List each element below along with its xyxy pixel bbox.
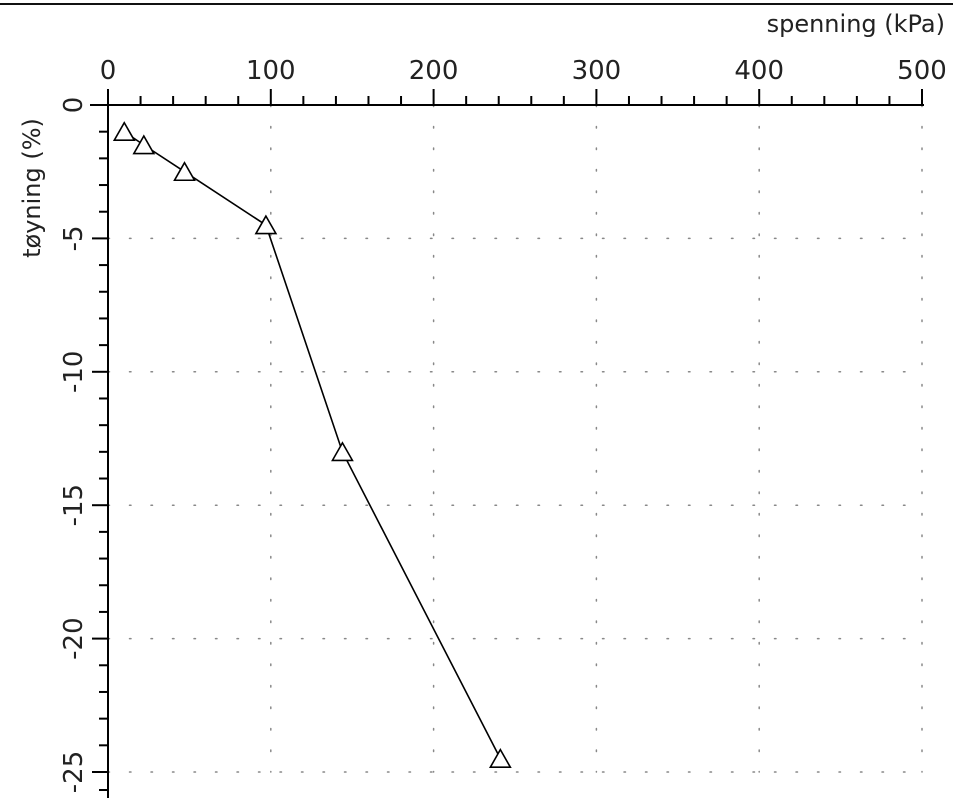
x-tick-label-0: 0 [100,56,117,86]
x-tick-label-300: 300 [572,56,622,86]
series-line-0 [123,131,502,760]
data-point-0-3 [254,214,278,235]
y-tick-label--20: -20 [59,617,89,659]
x-tick-label-400: 400 [734,56,784,86]
data-point-0-4 [331,441,354,462]
x-tick-label-200: 200 [409,56,459,86]
data-point-0-0 [112,121,136,142]
y-tick-label--25: -25 [59,751,89,793]
y-tick-label-0: 0 [59,97,89,114]
data-point-0-2 [173,161,196,182]
y-axis-title: tøyning (%) [18,118,46,258]
x-tick-label-500: 500 [897,56,947,86]
series-group [112,121,512,769]
x-axis-title: spenning (kPa) [767,10,945,38]
x-tick-label-100: 100 [246,56,296,86]
tick-labels: 0 100 200 300 400 500 0 -5 -10 -15 -20 -25 [59,56,947,793]
y-tick-label--10: -10 [59,351,89,393]
axes [90,89,924,798]
y-tick-label--15: -15 [59,484,89,526]
data-point-0-1 [132,134,156,155]
y-tick-label--5: -5 [59,225,89,251]
grid [107,104,923,773]
data-point-0-5 [488,748,512,769]
